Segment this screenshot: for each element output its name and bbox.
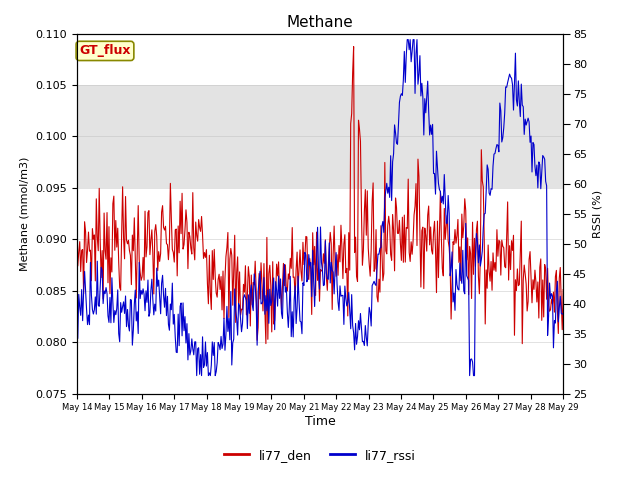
Text: GT_flux: GT_flux bbox=[79, 44, 131, 58]
X-axis label: Time: Time bbox=[305, 415, 335, 428]
Legend: li77_den, li77_rssi: li77_den, li77_rssi bbox=[219, 444, 421, 467]
Y-axis label: RSSI (%): RSSI (%) bbox=[593, 190, 603, 238]
Y-axis label: Methane (mmol/m3): Methane (mmol/m3) bbox=[20, 156, 30, 271]
Bar bbox=[77, 85, 563, 188]
Title: Methane: Methane bbox=[287, 15, 353, 30]
